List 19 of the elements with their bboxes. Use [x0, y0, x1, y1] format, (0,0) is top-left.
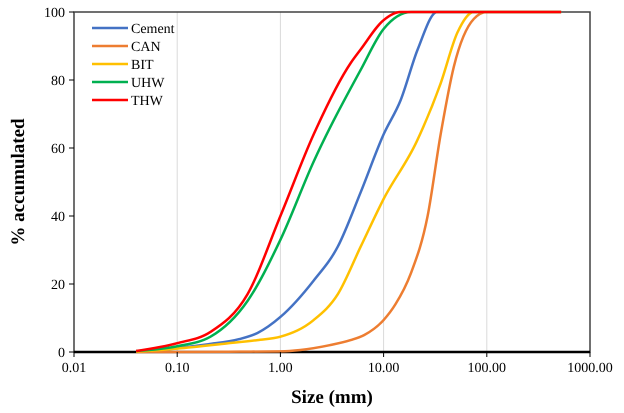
x-tick-label: 10.00 [368, 361, 400, 376]
x-tick-label: 1.00 [268, 361, 293, 376]
legend-label: Cement [131, 22, 175, 37]
x-tick-label: 0.10 [164, 361, 190, 376]
legend-label: CAN [131, 40, 161, 55]
y-tick-label: 40 [51, 210, 65, 225]
y-tick-label: 100 [44, 6, 65, 21]
x-tick-label: 0.01 [62, 361, 86, 376]
y-tick-label: 60 [51, 142, 65, 157]
y-tick-label: 0 [58, 346, 65, 361]
x-tick-label: 100.00 [468, 361, 506, 376]
y-axis-title: % accumulated [8, 118, 29, 246]
legend-label: THW [131, 94, 164, 109]
legend-label: BIT [131, 58, 154, 73]
x-tick-label: 1000.00 [567, 361, 613, 376]
legend-label: UHW [131, 76, 166, 91]
y-tick-label: 20 [51, 278, 65, 293]
x-axis-title: Size (mm) [291, 387, 373, 408]
y-tick-label: 80 [51, 74, 65, 89]
